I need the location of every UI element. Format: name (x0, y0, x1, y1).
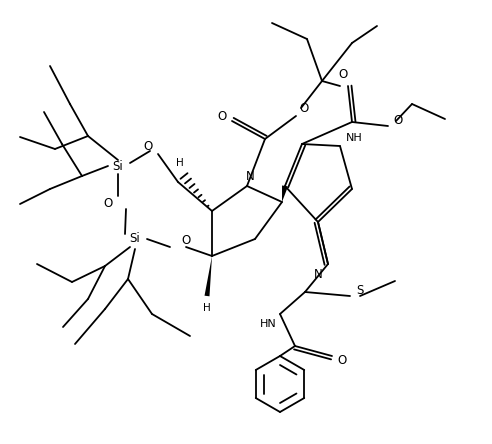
Text: NH: NH (345, 133, 363, 143)
Text: O: O (338, 67, 348, 80)
Text: Si: Si (129, 233, 140, 246)
Text: S: S (356, 285, 364, 297)
Text: O: O (143, 139, 153, 152)
Text: H: H (203, 303, 211, 313)
Text: Si: Si (113, 159, 123, 173)
Text: N: N (246, 170, 254, 182)
Text: O: O (394, 114, 402, 127)
Text: HN: HN (260, 319, 277, 329)
Text: N: N (313, 267, 322, 281)
Polygon shape (205, 256, 212, 296)
Text: O: O (103, 198, 113, 210)
Text: O: O (299, 102, 308, 115)
Text: O: O (217, 110, 227, 123)
Text: O: O (182, 234, 190, 247)
Text: H: H (176, 158, 184, 168)
Polygon shape (282, 186, 288, 202)
Text: O: O (338, 354, 347, 368)
